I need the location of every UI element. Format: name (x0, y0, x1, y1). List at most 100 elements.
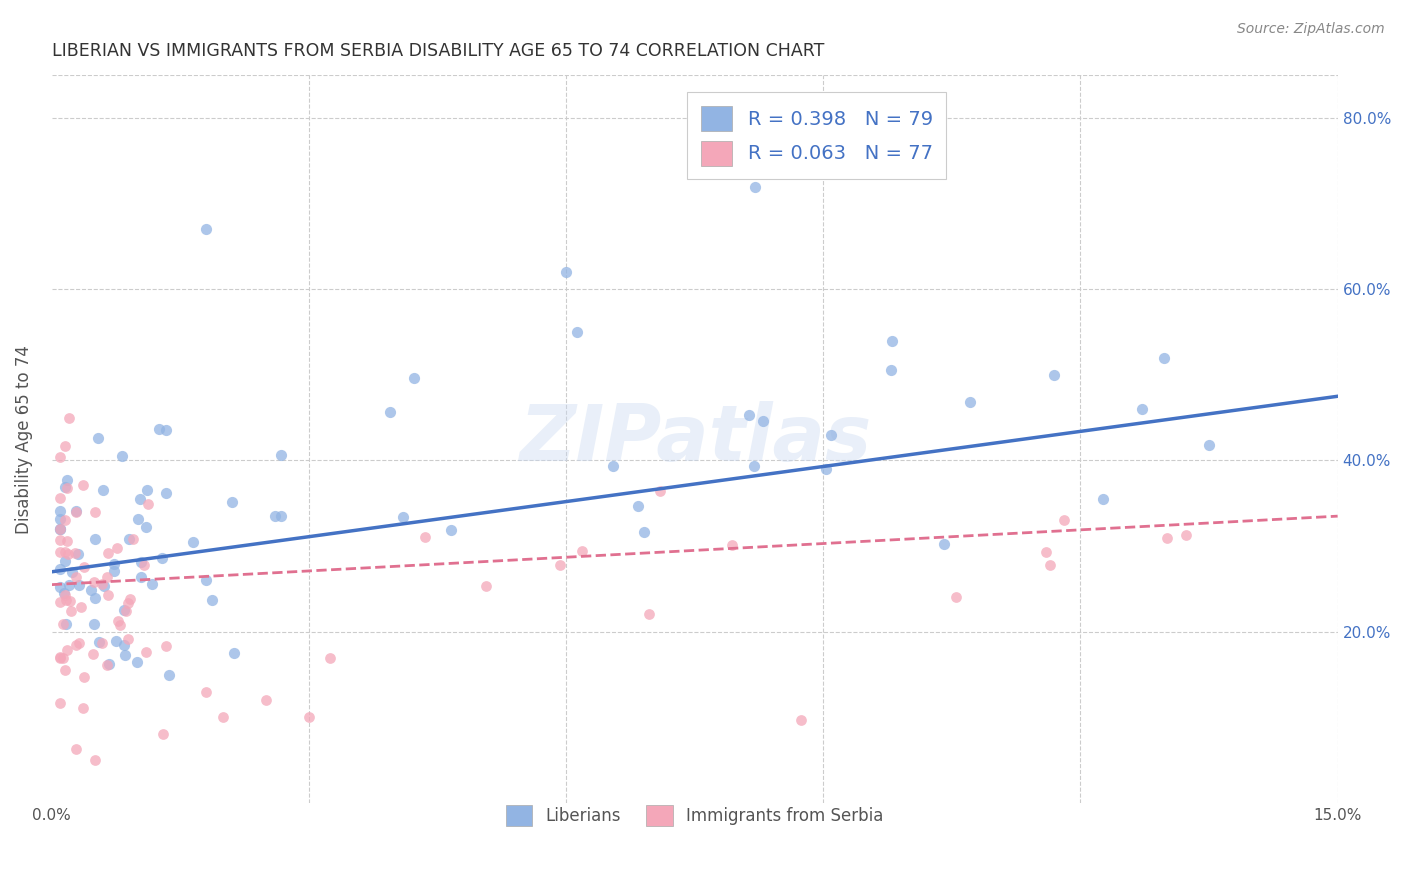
Point (254, 693, 277, 707)
Point (201, 593, 224, 607)
Point (378, 405, 401, 419)
Point (66, 547, 89, 561)
Point (97, 546, 120, 560)
Point (270, 448, 292, 462)
Point (49, 491, 72, 505)
Point (91, 577, 114, 591)
Point (1091, 491, 1114, 506)
Point (637, 607, 659, 622)
Point (744, 179, 766, 194)
Point (91, 483, 114, 498)
Point (1156, 531, 1178, 545)
Point (105, 634, 128, 648)
Point (222, 646, 245, 660)
Point (53, 663, 76, 677)
Point (55, 534, 77, 549)
Point (56, 547, 79, 561)
Point (195, 573, 218, 587)
Point (56, 642, 79, 657)
Point (49, 650, 72, 665)
Point (73, 670, 96, 684)
Point (932, 537, 955, 551)
Point (602, 459, 624, 474)
Point (53, 588, 76, 602)
Point (49, 450, 72, 465)
Point (721, 538, 744, 552)
Point (55, 593, 77, 607)
Point (959, 395, 981, 409)
Point (49, 522, 72, 536)
Point (107, 614, 129, 628)
Point (157, 667, 180, 681)
Point (98, 657, 121, 671)
Point (111, 449, 134, 463)
Y-axis label: Disability Age 65 to 74: Disability Age 65 to 74 (15, 344, 32, 533)
Text: ZIPatlas: ZIPatlas (519, 401, 870, 477)
Point (70, 600, 93, 615)
Point (127, 512, 149, 526)
Point (58, 578, 80, 592)
Point (107, 541, 129, 555)
Point (117, 596, 139, 610)
Point (122, 532, 145, 546)
Point (49, 595, 72, 609)
Point (49, 533, 72, 548)
Point (53, 439, 76, 453)
Point (131, 555, 153, 569)
Point (1174, 527, 1197, 541)
Point (141, 577, 163, 591)
Point (1043, 368, 1066, 382)
Point (790, 713, 813, 727)
Point (1053, 513, 1076, 527)
Point (97, 588, 120, 602)
Point (112, 638, 135, 652)
Point (1153, 351, 1175, 366)
Point (91, 636, 114, 650)
Point (319, 651, 342, 665)
Point (53, 585, 76, 599)
Point (49, 522, 72, 536)
Point (135, 520, 157, 534)
Point (880, 363, 903, 377)
Point (150, 551, 173, 566)
Point (53, 545, 76, 559)
Point (413, 530, 436, 544)
Point (118, 533, 141, 547)
Point (103, 564, 125, 578)
Point (65, 742, 87, 756)
Point (49, 562, 72, 576)
Point (73, 559, 96, 574)
Point (53, 512, 76, 526)
Point (56, 481, 79, 495)
Point (155, 486, 177, 500)
Point (49, 504, 72, 518)
Point (152, 727, 174, 741)
Point (129, 492, 152, 507)
Point (270, 508, 292, 523)
Point (263, 508, 285, 523)
Point (108, 618, 131, 632)
Point (945, 590, 967, 604)
Point (195, 222, 218, 236)
Point (65, 504, 87, 518)
Point (60, 565, 83, 579)
Point (87, 431, 110, 445)
Point (63, 545, 86, 559)
Point (49, 523, 72, 537)
Point (627, 499, 650, 513)
Point (84, 505, 107, 519)
Point (83, 616, 105, 631)
Point (136, 497, 159, 511)
Point (135, 645, 157, 659)
Point (880, 334, 903, 348)
Point (89, 635, 111, 649)
Point (67, 636, 90, 650)
Point (752, 414, 775, 428)
Point (83, 575, 105, 590)
Point (49, 651, 72, 665)
Point (65, 570, 87, 584)
Point (1198, 438, 1220, 452)
Point (132, 558, 155, 572)
Point (555, 265, 578, 279)
Point (212, 710, 235, 724)
